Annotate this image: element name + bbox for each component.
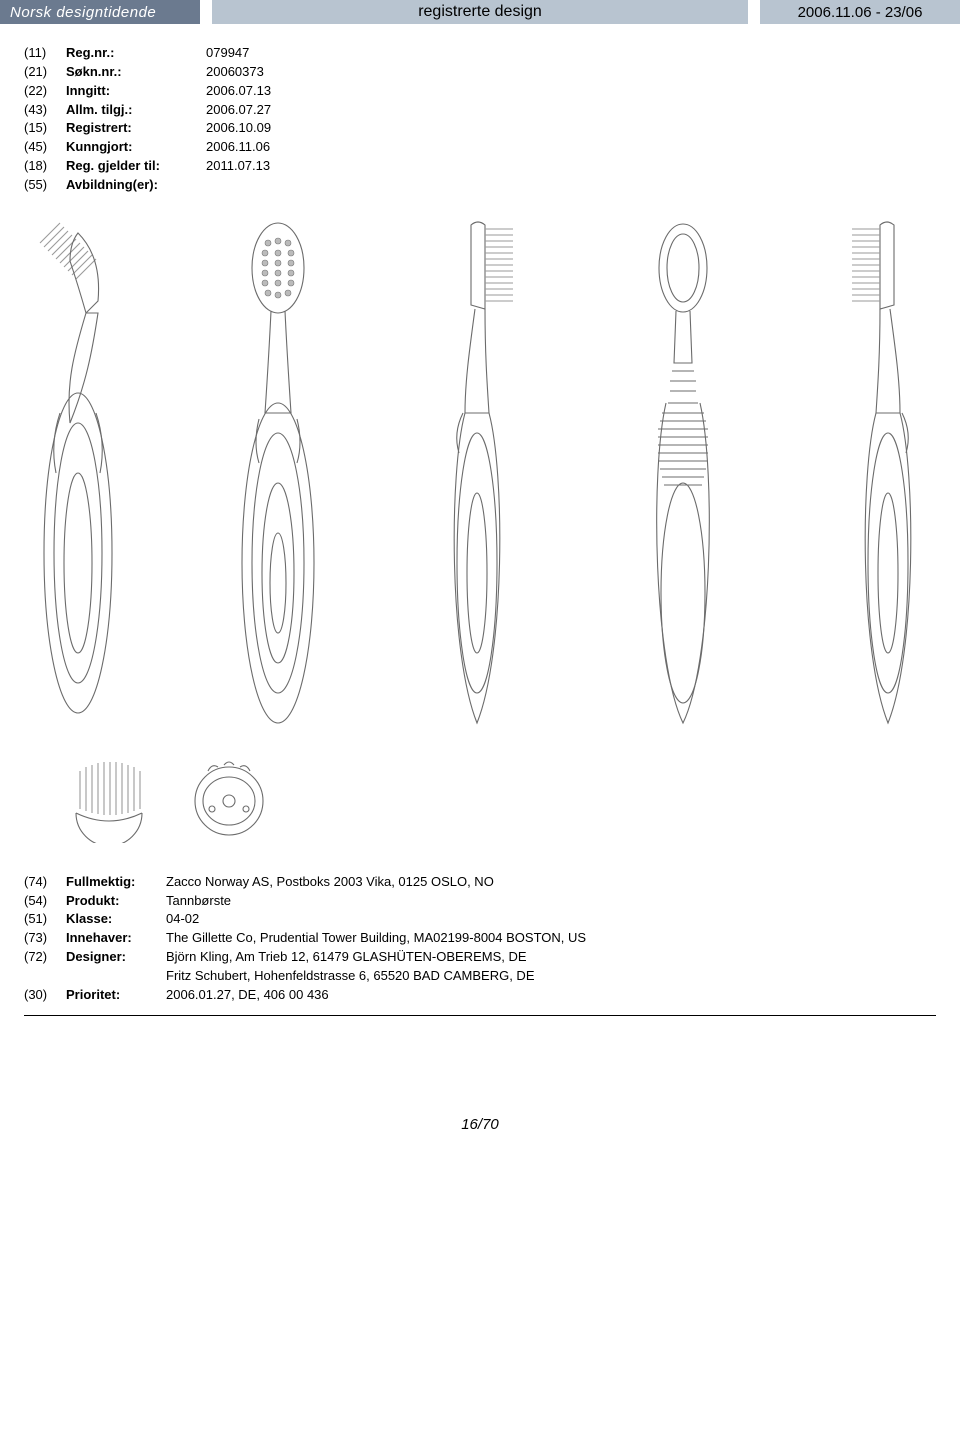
meta-code: (55) bbox=[24, 176, 66, 195]
meta-code: (15) bbox=[24, 119, 66, 138]
header-gap bbox=[200, 0, 212, 24]
detail-code: (74) bbox=[24, 873, 66, 892]
detail-value: Tannbørste bbox=[166, 892, 936, 911]
detail-code: (73) bbox=[24, 929, 66, 948]
meta-label: Søkn.nr.: bbox=[66, 63, 206, 82]
detail-row: (72)Designer:Björn Kling, Am Trieb 12, 6… bbox=[24, 948, 936, 967]
meta-value: 20060373 bbox=[206, 63, 936, 82]
detail-row: (30)Prioritet:2006.01.27, DE, 406 00 436 bbox=[24, 986, 936, 1005]
meta-row: (22)Inngitt:2006.07.13 bbox=[24, 82, 936, 101]
detail-label: Innehaver: bbox=[66, 929, 166, 948]
meta-row: (18)Reg. gjelder til:2011.07.13 bbox=[24, 157, 936, 176]
header-gap-right bbox=[748, 0, 760, 24]
meta-label: Kunngjort: bbox=[66, 138, 206, 157]
header-brand: Norsk designtidende bbox=[0, 0, 200, 24]
registration-detail-block: (74)Fullmektig:Zacco Norway AS, Postboks… bbox=[24, 873, 936, 1005]
design-end-views bbox=[24, 753, 936, 843]
meta-row: (15)Registrert:2006.10.09 bbox=[24, 119, 936, 138]
detail-code bbox=[24, 967, 66, 986]
detail-label: Designer: bbox=[66, 948, 166, 967]
detail-value: 04-02 bbox=[166, 910, 936, 929]
meta-label: Registrert: bbox=[66, 119, 206, 138]
detail-label: Fullmektig: bbox=[66, 873, 166, 892]
toothbrush-end-view-bristles bbox=[64, 753, 154, 843]
detail-label: Produkt: bbox=[66, 892, 166, 911]
toothbrush-end-view-base bbox=[184, 753, 274, 843]
detail-row: (73)Innehaver:The Gillette Co, Prudentia… bbox=[24, 929, 936, 948]
section-divider bbox=[24, 1015, 936, 1016]
meta-code: (43) bbox=[24, 101, 66, 120]
meta-label: Inngitt: bbox=[66, 82, 206, 101]
meta-row: (55)Avbildning(er): bbox=[24, 176, 936, 195]
header-title: registrerte design bbox=[212, 0, 748, 24]
toothbrush-view-5 bbox=[840, 213, 930, 733]
detail-value: Björn Kling, Am Trieb 12, 61479 GLASHÜTE… bbox=[166, 948, 936, 967]
meta-code: (18) bbox=[24, 157, 66, 176]
meta-code: (22) bbox=[24, 82, 66, 101]
detail-value: The Gillette Co, Prudential Tower Buildi… bbox=[166, 929, 936, 948]
meta-label: Reg.nr.: bbox=[66, 44, 206, 63]
meta-value bbox=[206, 176, 936, 195]
registration-meta-block: (11)Reg.nr.:079947(21)Søkn.nr.:20060373(… bbox=[24, 44, 936, 195]
page-content: (11)Reg.nr.:079947(21)Søkn.nr.:20060373(… bbox=[0, 24, 960, 1026]
toothbrush-view-2 bbox=[233, 213, 323, 733]
meta-value: 2011.07.13 bbox=[206, 157, 936, 176]
meta-label: Allm. tilgj.: bbox=[66, 101, 206, 120]
meta-row: (45)Kunngjort:2006.11.06 bbox=[24, 138, 936, 157]
header-issue-date: 2006.11.06 - 23/06 bbox=[760, 0, 960, 24]
meta-value: 2006.10.09 bbox=[206, 119, 936, 138]
detail-row: Fritz Schubert, Hohenfeldstrasse 6, 6552… bbox=[24, 967, 936, 986]
toothbrush-view-4 bbox=[638, 213, 728, 733]
page-footer: 16/70 bbox=[0, 1026, 960, 1153]
detail-label: Prioritet: bbox=[66, 986, 166, 1005]
detail-code: (51) bbox=[24, 910, 66, 929]
detail-row: (74)Fullmektig:Zacco Norway AS, Postboks… bbox=[24, 873, 936, 892]
meta-value: 2006.07.27 bbox=[206, 101, 936, 120]
meta-row: (43)Allm. tilgj.:2006.07.27 bbox=[24, 101, 936, 120]
toothbrush-view-1 bbox=[30, 213, 120, 733]
meta-code: (11) bbox=[24, 44, 66, 63]
detail-label: Klasse: bbox=[66, 910, 166, 929]
meta-value: 2006.07.13 bbox=[206, 82, 936, 101]
meta-code: (21) bbox=[24, 63, 66, 82]
detail-code: (30) bbox=[24, 986, 66, 1005]
meta-row: (11)Reg.nr.:079947 bbox=[24, 44, 936, 63]
meta-code: (45) bbox=[24, 138, 66, 157]
meta-label: Avbildning(er): bbox=[66, 176, 206, 195]
toothbrush-view-3 bbox=[435, 213, 525, 733]
detail-code: (72) bbox=[24, 948, 66, 967]
detail-value: 2006.01.27, DE, 406 00 436 bbox=[166, 986, 936, 1005]
detail-code: (54) bbox=[24, 892, 66, 911]
meta-label: Reg. gjelder til: bbox=[66, 157, 206, 176]
detail-value: Fritz Schubert, Hohenfeldstrasse 6, 6552… bbox=[166, 967, 936, 986]
design-drawings-row bbox=[24, 213, 936, 733]
meta-value: 079947 bbox=[206, 44, 936, 63]
detail-label bbox=[66, 967, 166, 986]
meta-row: (21)Søkn.nr.:20060373 bbox=[24, 63, 936, 82]
detail-row: (51)Klasse:04-02 bbox=[24, 910, 936, 929]
meta-value: 2006.11.06 bbox=[206, 138, 936, 157]
page-header: Norsk designtidende registrerte design 2… bbox=[0, 0, 960, 24]
page-number: 16/70 bbox=[461, 1116, 499, 1133]
detail-row: (54)Produkt:Tannbørste bbox=[24, 892, 936, 911]
detail-value: Zacco Norway AS, Postboks 2003 Vika, 012… bbox=[166, 873, 936, 892]
